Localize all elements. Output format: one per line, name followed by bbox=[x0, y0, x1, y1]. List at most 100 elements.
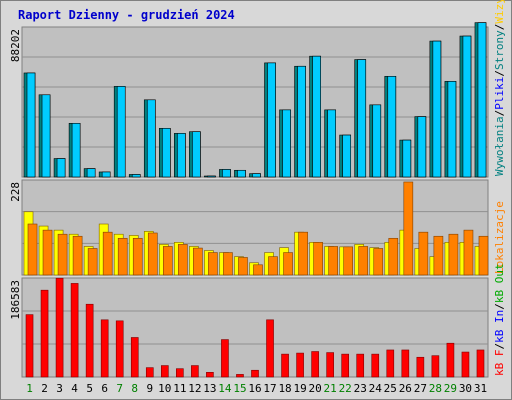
bar-pliki bbox=[101, 171, 111, 178]
legend: Wywołania/Pliki/Strony/Wizyty Lokalizacje… bbox=[493, 0, 506, 376]
bar-kb-f bbox=[476, 349, 485, 378]
legend-middle: Lokalizacje bbox=[493, 201, 506, 274]
panel-bottom: 186583 bbox=[9, 277, 489, 378]
bar-lokalizacje bbox=[87, 248, 98, 276]
legend-entry: / bbox=[493, 110, 506, 117]
bar-pliki bbox=[222, 169, 231, 178]
day-label: 5 bbox=[86, 382, 93, 395]
bar-kb-f bbox=[176, 368, 184, 378]
y-max-label: 228 bbox=[9, 182, 22, 202]
bar-kb-f bbox=[431, 355, 440, 378]
bar-lokalizacje bbox=[328, 246, 338, 276]
legend-middle-text: Lokalizacje bbox=[493, 201, 506, 274]
day-label: 2 bbox=[41, 382, 48, 395]
bar-lokalizacje bbox=[102, 231, 113, 276]
day-label: 17 bbox=[263, 382, 276, 395]
bar-lokalizacje bbox=[42, 229, 53, 276]
bar-pliki bbox=[462, 35, 472, 178]
bar-kb-f bbox=[401, 349, 410, 378]
bar-pliki bbox=[71, 123, 81, 178]
legend-entry: Wywołania bbox=[493, 116, 506, 176]
bar-kb-f bbox=[160, 365, 169, 378]
day-label: 11 bbox=[173, 382, 186, 395]
day-label: 30 bbox=[459, 382, 472, 395]
bar-pliki bbox=[131, 174, 141, 178]
day-label: 22 bbox=[339, 382, 352, 395]
bar-kb-f bbox=[85, 303, 94, 378]
bar-lokalizacje bbox=[223, 252, 233, 276]
bar-pliki bbox=[327, 109, 336, 178]
day-label: 26 bbox=[399, 382, 412, 395]
legend-entry: / bbox=[493, 343, 506, 350]
plot-area bbox=[21, 277, 489, 378]
day-label: 7 bbox=[116, 382, 123, 395]
bar-kb-f bbox=[266, 319, 274, 378]
bar-lokalizacje bbox=[358, 246, 369, 276]
day-label: 6 bbox=[101, 382, 108, 395]
legend-entry: kB In bbox=[493, 310, 506, 343]
bar-pliki bbox=[41, 94, 51, 178]
bar-kb-f bbox=[371, 353, 380, 378]
bar-pliki bbox=[402, 139, 412, 178]
bar-lokalizacje bbox=[27, 223, 38, 276]
y-max-label: 88202 bbox=[9, 29, 22, 62]
bar-pliki bbox=[447, 81, 457, 178]
legend-top: Wywołania/Pliki/Strony/Wizyty bbox=[493, 0, 506, 176]
bar-kb-f bbox=[446, 342, 455, 378]
bar-lokalizacje bbox=[208, 252, 218, 276]
bar-pliki bbox=[177, 133, 186, 178]
bar-kb-f bbox=[356, 353, 365, 378]
bar-pliki bbox=[56, 158, 66, 178]
report-title: Raport Dzienny - grudzień 2024 bbox=[18, 8, 235, 22]
bar-kb-f bbox=[311, 351, 319, 378]
y-max-label: 186583 bbox=[9, 280, 22, 320]
bar-lokalizacje bbox=[388, 237, 399, 276]
bar-pliki bbox=[192, 131, 201, 178]
bar-kb-f bbox=[386, 349, 395, 378]
bar-pliki bbox=[297, 65, 306, 178]
legend-entry: kB Out bbox=[493, 263, 506, 303]
legend-entry: kB F bbox=[493, 350, 506, 377]
bar-lokalizacje bbox=[162, 246, 173, 276]
bar-pliki bbox=[86, 168, 96, 178]
bar-lokalizacje bbox=[132, 237, 143, 276]
bar-lokalizacje bbox=[238, 257, 248, 276]
legend-top-text: Wywołania/Pliki/Strony/Wizyty bbox=[493, 0, 506, 176]
bar-lokalizacje bbox=[72, 235, 83, 276]
bar-lokalizacje bbox=[117, 237, 128, 276]
legend-entry: / bbox=[493, 24, 506, 31]
day-label: 29 bbox=[444, 382, 457, 395]
day-label: 20 bbox=[309, 382, 322, 395]
bar-lokalizacje bbox=[373, 248, 384, 276]
bar-lokalizacje bbox=[433, 235, 444, 276]
day-label: 18 bbox=[278, 382, 291, 395]
bar-lokalizacje bbox=[57, 233, 68, 276]
bar-kb-f bbox=[221, 339, 229, 378]
bar-lokalizacje bbox=[178, 244, 188, 276]
day-label: 14 bbox=[218, 382, 232, 395]
day-label: 23 bbox=[354, 382, 367, 395]
day-label: 24 bbox=[369, 382, 383, 395]
bar-pliki bbox=[312, 55, 321, 178]
bar-pliki bbox=[432, 40, 442, 178]
legend-bottom: kB F/kB In/kB Out bbox=[493, 263, 506, 376]
bar-kb-f bbox=[40, 289, 49, 378]
legend-entry: / bbox=[493, 303, 506, 310]
bar-pliki bbox=[372, 104, 382, 178]
legend-entry: Pliki bbox=[493, 77, 506, 110]
bar-pliki bbox=[387, 76, 397, 178]
bar-kb-f bbox=[145, 367, 154, 378]
bar-lokalizacje bbox=[193, 247, 203, 276]
bar-lokalizacje bbox=[403, 181, 414, 276]
bar-kb-f bbox=[251, 369, 259, 378]
bar-pliki bbox=[252, 173, 261, 178]
bar-kb-f bbox=[326, 352, 334, 378]
bar-pliki bbox=[207, 175, 216, 178]
bar-kb-f bbox=[461, 351, 470, 378]
panel-top: 88202 bbox=[9, 22, 489, 178]
bar-lokalizacje bbox=[478, 235, 489, 276]
day-label: 31 bbox=[474, 382, 487, 395]
bar-lokalizacje bbox=[147, 232, 158, 276]
legend-entry: / bbox=[493, 70, 506, 77]
